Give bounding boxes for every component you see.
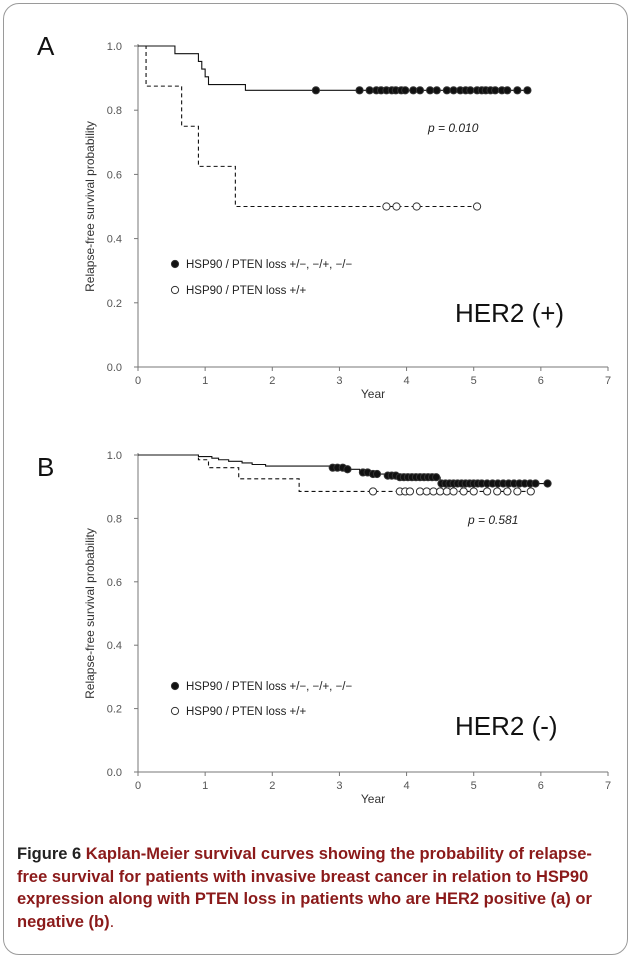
censor-marker [503,86,512,95]
legend-entry: HSP90 / PTEN loss +/+ [186,285,306,297]
x-tick-label: 2 [269,375,275,387]
x-tick-label: 3 [336,375,342,387]
km-curve-series-2 [138,454,531,493]
legend-entry: HSP90 / PTEN loss +/−, −/+, −/− [186,681,352,693]
caption-period: . [109,912,115,931]
legend-marker [170,681,180,691]
censor-marker [442,86,451,95]
censor-marker [405,487,415,496]
y-tick-label: 1.0 [107,450,122,462]
y-tick-label: 0.4 [107,234,122,246]
y-tick-label: 0.2 [107,298,122,310]
x-tick-label: 2 [269,780,275,792]
x-tick-label: 4 [404,375,410,387]
x-tick-label: 1 [202,780,208,792]
legend-entry: HSP90 / PTEN loss +/+ [186,706,306,718]
p-value-annotation: p = 0.010 [427,121,479,135]
y-tick-label: 0.0 [107,362,122,374]
censor-marker [449,487,458,496]
x-axis-label: Year [361,792,385,806]
censor-marker [493,487,502,496]
y-axis-label: Relapse-free survival probability [83,121,97,292]
y-tick-label: 1.0 [107,41,122,53]
caption-label: Figure 6 [17,845,82,863]
censor-marker [401,86,410,95]
censor-marker [526,487,535,496]
x-tick-label: 0 [135,375,141,387]
her2-group-label: HER2 (+) [455,298,564,328]
x-tick-label: 4 [404,780,410,792]
censor-marker [513,86,522,95]
x-tick-label: 1 [202,375,208,387]
censor-marker [543,479,552,488]
censor-marker [415,86,425,95]
censor-marker [531,479,540,488]
legend-marker [170,259,180,269]
x-tick-label: 5 [471,780,477,792]
censor-marker [491,86,500,95]
x-tick-label: 7 [605,780,611,792]
y-tick-label: 0.8 [107,105,122,117]
y-axis-label: Relapse-free survival probability [83,528,97,699]
y-tick-label: 0.0 [107,767,122,779]
km-curve-series-1 [138,45,531,91]
censor-marker [365,86,374,95]
figure-frame [3,3,628,955]
panel-letter: B [37,452,54,482]
censor-marker [412,202,421,211]
x-tick-label: 0 [135,780,141,792]
x-tick-label: 5 [471,375,477,387]
her2-group-label: HER2 (-) [455,711,558,741]
censor-marker [343,465,352,474]
censor-marker [466,86,475,95]
caption-text: Kaplan-Meier survival curves showing the… [17,845,592,931]
panel-letter: A [37,31,55,61]
censor-marker [436,487,445,496]
y-tick-label: 0.8 [107,513,122,525]
x-tick-label: 6 [538,780,544,792]
censor-marker [368,487,378,496]
y-tick-label: 0.6 [107,577,122,589]
x-tick-label: 6 [538,375,544,387]
x-tick-label: 7 [605,375,611,387]
censor-marker [483,487,492,496]
censor-marker [472,202,482,211]
censor-marker [355,86,364,95]
x-axis-label: Year [361,387,385,401]
censor-marker [415,487,425,496]
censor-marker [513,487,522,496]
censor-marker [469,487,478,496]
censor-marker [432,473,441,482]
censor-marker [503,487,512,496]
censor-marker [425,86,435,95]
censor-marker [311,86,321,95]
chart-panel-b: B 0 1 2 3 4 5 6 7 0.0 0.2 0.4 0.6 0.8 1.0 Year Relapse-f… [37,450,611,806]
legend-marker [170,285,180,295]
p-value-annotation: p = 0.581 [467,513,518,527]
censor-marker [449,86,458,95]
km-curve-series-2 [138,45,478,208]
censor-marker [382,202,391,211]
censor-marker [372,469,382,479]
y-tick-label: 0.4 [107,640,122,652]
censor-marker [432,86,441,95]
chart-panel-a: A 0 1 2 3 4 5 6 7 0.0 0.2 0.4 0.6 0.8 1.0 Year Relapse-f… [37,31,611,401]
censor-marker [429,487,438,496]
y-tick-label: 0.2 [107,704,122,716]
censor-marker [392,202,401,211]
censor-marker [459,487,468,496]
figure-caption: Figure 6 Kaplan-Meier survival curves sh… [17,843,617,933]
censor-marker [422,487,431,496]
censor-marker [523,86,532,95]
y-tick-label: 0.6 [107,169,122,181]
legend-marker [170,706,180,716]
censor-marker [442,487,451,496]
x-tick-label: 3 [336,780,342,792]
censor-marker [409,86,418,95]
legend-entry: HSP90 / PTEN loss +/−, −/+, −/− [186,259,352,271]
